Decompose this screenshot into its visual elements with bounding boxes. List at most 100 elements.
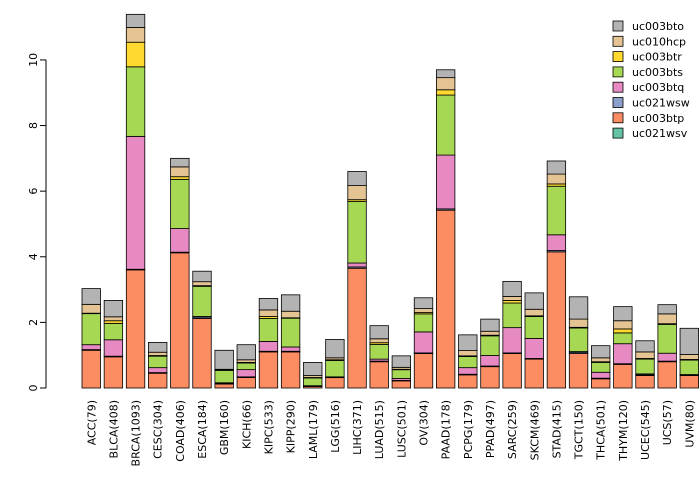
bar-segment-uc010hcp	[568, 318, 589, 328]
bar-segment-uc010hcp	[148, 351, 168, 356]
bar-segment-uc010hcp	[458, 350, 478, 357]
bar-segment-uc010hcp	[435, 77, 456, 91]
bar-segment-uc003bts	[347, 200, 367, 264]
bar-segment-uc003bto	[325, 339, 345, 359]
bar-segment-uc003bts	[458, 356, 478, 369]
bar-segment-uc003btp	[258, 351, 279, 389]
bar-segment-uc003btp	[170, 252, 190, 389]
bar-segment-uc003btp	[325, 377, 345, 389]
bar-segment-uc003bts	[524, 316, 544, 339]
x-tick-label: UVM(80)	[683, 400, 696, 448]
bar-segment-uc003bts	[391, 369, 412, 379]
bar-segment-uc003btr	[125, 41, 146, 68]
y-tick-label: 4	[27, 253, 40, 260]
bar-segment-uc003btq	[435, 154, 456, 210]
bar-segment-uc003bts	[613, 332, 633, 345]
bar-segment-uc003bts	[568, 327, 589, 352]
legend-label-uc021wsw: uc021wsw	[632, 97, 690, 110]
x-tick-label: PCPG(179)	[462, 400, 475, 459]
legend-swatch-uc021wsw	[612, 97, 624, 108]
x-tick-label: GBM(160)	[218, 400, 231, 455]
bar-segment-uc003bts	[480, 335, 500, 356]
bar-segment-uc003btq	[502, 327, 522, 354]
bar-segment-uc003bts	[303, 377, 323, 387]
bar-segment-uc003btp	[81, 349, 101, 389]
bar-segment-uc003btp	[236, 377, 256, 389]
legend-swatch-uc003btp	[612, 112, 624, 124]
bar-segment-uc003bto	[258, 298, 279, 311]
x-tick-label: LUSC(501)	[395, 400, 408, 458]
bar-segment-uc003bts	[435, 94, 456, 156]
bar-segment-uc003btq	[413, 331, 434, 354]
bar-segment-uc003bts	[591, 362, 611, 373]
bar-segment-uc003bts	[325, 360, 345, 378]
bar-segment-uc003bto	[524, 292, 544, 310]
bar-segment-uc010hcp	[347, 185, 367, 201]
legend-label-uc003bts: uc003bts	[632, 66, 683, 79]
bar-segment-uc003bto	[679, 327, 699, 355]
bar-segment-uc003btp	[679, 375, 699, 389]
x-tick-label: UCS(57)	[661, 400, 674, 445]
bar-segment-uc003bts	[103, 322, 124, 341]
bar-segment-uc003btp	[347, 267, 367, 389]
bar-segment-uc003btq	[148, 367, 168, 373]
y-tick-label: 0	[27, 385, 40, 392]
bar-segment-uc003bto	[103, 300, 124, 318]
bar-segment-uc003bto	[170, 157, 190, 168]
bar-segment-uc003btq	[81, 344, 101, 351]
bar-segment-uc003bto	[214, 349, 234, 370]
x-tick-label: COAD(406)	[174, 400, 187, 462]
bar-segment-uc010hcp	[502, 296, 522, 301]
bar-segment-uc003btp	[214, 383, 234, 389]
bar-segment-uc003btr	[613, 328, 633, 334]
bar-segment-uc003bts	[81, 313, 101, 346]
bar-segment-uc003btq	[524, 338, 544, 359]
bar-segment-uc003btp	[480, 366, 500, 389]
x-tick-label: KICH(66)	[240, 400, 253, 449]
bar-segment-uc003bts	[657, 323, 677, 354]
bar-segment-uc010hcp	[280, 310, 301, 319]
legend-label-uc003btr: uc003btr	[632, 51, 682, 64]
bar-segment-uc003btp	[413, 353, 434, 389]
legend-swatch-uc003bto	[612, 20, 624, 32]
legend-swatch-uc021wsv	[612, 127, 624, 139]
y-tick-label: 6	[27, 188, 40, 195]
bar-segment-uc003bto	[236, 344, 256, 361]
bar-segment-uc003btp	[103, 356, 124, 389]
bar-segment-uc003bto	[591, 345, 611, 359]
bar-segment-uc003btq	[125, 135, 146, 270]
bar-segment-uc003bto	[435, 69, 456, 79]
bar-segment-uc010hcp	[679, 354, 699, 360]
bar-segment-uc003btq	[546, 234, 567, 251]
bar-segment-uc003btp	[369, 361, 389, 389]
bar-segment-uc010hcp	[613, 320, 633, 330]
x-tick-label: ESCA(184)	[196, 400, 209, 459]
legend-label-uc003bto: uc003bto	[632, 20, 684, 33]
bar-segment-uc003btp	[435, 209, 456, 389]
bar-segment-uc003btp	[657, 361, 677, 389]
bar-segment-uc003bto	[546, 160, 567, 175]
bar-segment-uc003bto	[502, 280, 522, 297]
legend-swatch-uc010hcp	[612, 35, 624, 47]
bar-segment-uc003bto	[303, 362, 323, 376]
x-tick-label: PPAD(497)	[484, 400, 497, 458]
x-tick-label: BRCA(1093)	[130, 400, 143, 466]
bar-segment-uc010hcp	[192, 281, 212, 287]
bar-segment-uc003btp	[524, 358, 544, 389]
bar-segment-uc003bts	[170, 178, 190, 229]
x-tick-label: UCEC(545)	[639, 400, 652, 460]
bar-segment-uc003bto	[391, 355, 412, 368]
bar-segment-uc003btq	[236, 369, 256, 378]
x-tick-label: THCA(501)	[595, 400, 608, 461]
bar-segment-uc010hcp	[369, 338, 389, 344]
x-tick-label: KIPC(533)	[262, 400, 275, 454]
x-tick-label: KIPP(290)	[285, 400, 298, 453]
bar-segment-uc010hcp	[480, 330, 500, 336]
y-tick-label: 8	[27, 122, 40, 129]
bar-segment-uc003btq	[657, 352, 677, 362]
bar-segment-uc003btp	[568, 353, 589, 389]
bar-segment-uc010hcp	[258, 309, 279, 317]
bar-segment-uc003bts	[413, 313, 434, 333]
bar-segment-uc003bto	[413, 297, 434, 310]
x-tick-label: ACC(79)	[85, 400, 98, 445]
